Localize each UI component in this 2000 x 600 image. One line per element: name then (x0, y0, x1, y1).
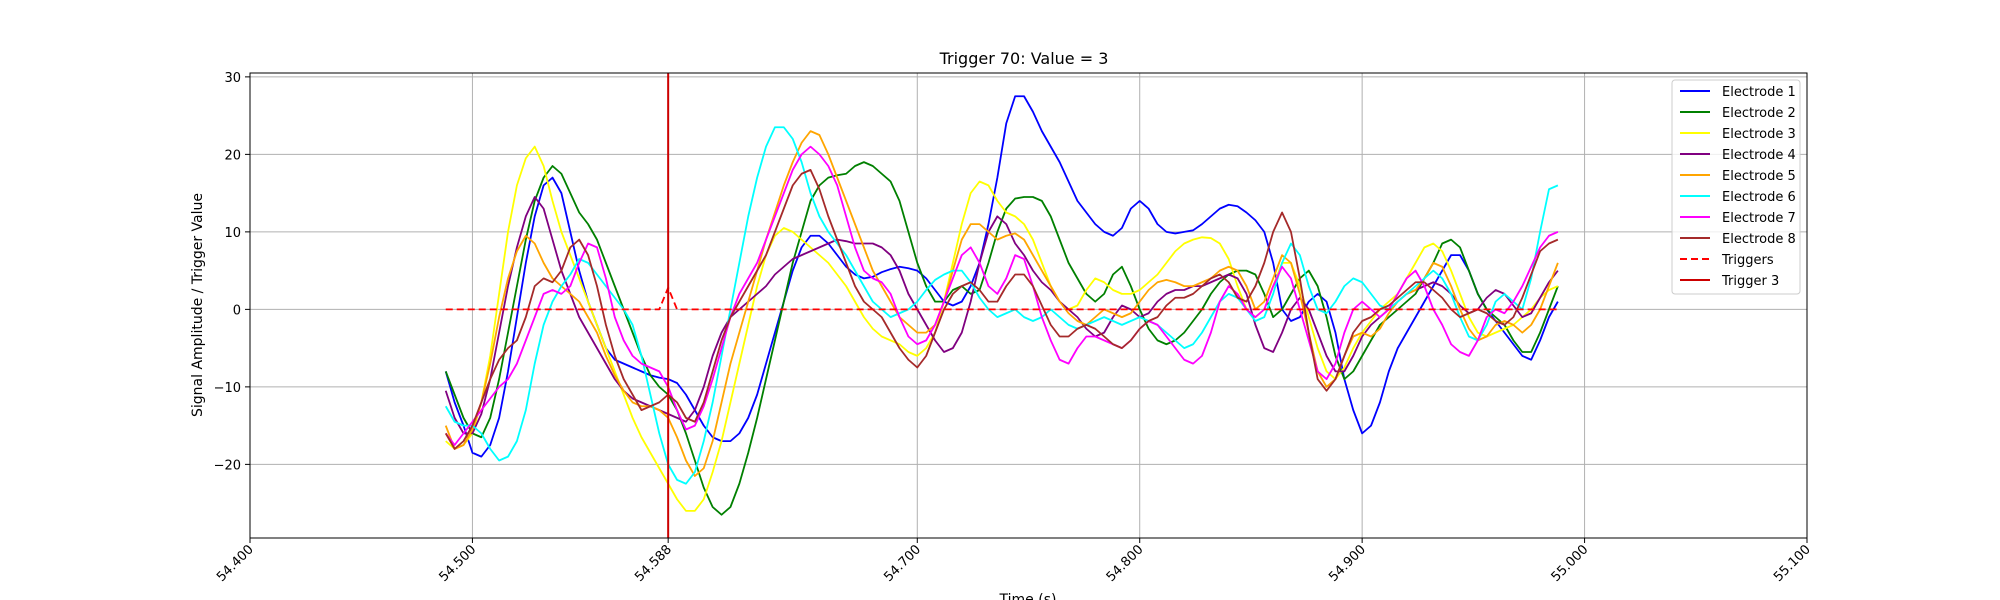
series-line-5 (444, 130, 1559, 477)
legend-label: Electrode 5 (1722, 169, 1796, 184)
series-line-7 (445, 145, 1559, 446)
y-axis-label: Signal Amplitude / Trigger Value (190, 193, 206, 417)
legend-label: Electrode 7 (1722, 211, 1796, 226)
legend-label: Electrode 1 (1722, 85, 1796, 100)
legend-label: Trigger 3 (1721, 274, 1779, 289)
series-line-1 (444, 95, 1559, 458)
legend-label: Electrode 6 (1722, 190, 1796, 205)
y-tick-label: −20 (214, 458, 241, 473)
chart-title: Trigger 70: Value = 3 (939, 49, 1109, 68)
legend-label: Electrode 3 (1722, 127, 1796, 142)
legend-label: Triggers (1721, 253, 1774, 268)
series-layer (444, 95, 1559, 516)
legend-label: Electrode 4 (1722, 148, 1796, 163)
series-line-4 (444, 196, 1559, 435)
y-tick-label: 0 (233, 303, 241, 318)
x-axis-label: Time (s) (999, 592, 1057, 600)
y-tick-label: 20 (224, 148, 241, 163)
series-line-8 (444, 168, 1559, 450)
series-line-3 (445, 145, 1559, 512)
legend: Electrode 1 Electrode 2 Electrode 3 Electro… (1671, 79, 1801, 295)
y-tick-label: −10 (214, 381, 241, 396)
y-axis: −20 −10 0 10 20 30 (214, 71, 250, 473)
legend-label: Electrode 2 (1722, 106, 1796, 121)
legend-label: Electrode 8 (1722, 232, 1796, 247)
y-tick-label: 10 (224, 226, 241, 241)
series-line-6 (444, 126, 1559, 485)
plot-frame (249, 72, 1808, 539)
y-tick-label: 30 (224, 71, 241, 86)
